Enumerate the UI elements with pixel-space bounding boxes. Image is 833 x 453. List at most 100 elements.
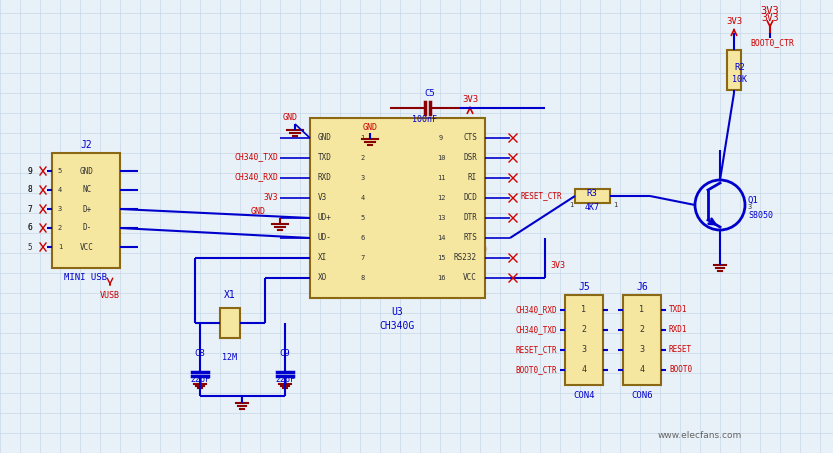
Text: 100nF: 100nF	[412, 116, 437, 125]
Text: UD-: UD-	[318, 233, 332, 242]
FancyBboxPatch shape	[310, 118, 485, 298]
Text: 3V3: 3V3	[761, 13, 779, 23]
Text: RESET_CTR: RESET_CTR	[521, 192, 562, 201]
Text: D+: D+	[82, 204, 92, 213]
Text: 16: 16	[437, 275, 446, 281]
Text: 3: 3	[581, 346, 586, 355]
Text: RESET: RESET	[669, 346, 692, 355]
Text: GND: GND	[282, 114, 297, 122]
Text: 3: 3	[361, 175, 365, 181]
Text: GND: GND	[318, 134, 332, 143]
Text: rationme: rationme	[350, 237, 490, 269]
Text: Q1: Q1	[748, 196, 759, 204]
Text: 8: 8	[361, 275, 365, 281]
Text: 8: 8	[27, 185, 32, 194]
Text: 1: 1	[613, 202, 617, 208]
FancyBboxPatch shape	[565, 295, 603, 385]
Text: 6: 6	[27, 223, 32, 232]
Text: 12: 12	[437, 195, 446, 201]
Text: 22pF: 22pF	[190, 376, 210, 385]
Text: RS232: RS232	[454, 254, 477, 262]
Text: 9: 9	[27, 167, 32, 175]
Text: 3V3: 3V3	[550, 261, 565, 270]
Text: CON4: CON4	[573, 390, 595, 400]
Text: C9: C9	[280, 348, 291, 357]
Text: MINI USB: MINI USB	[64, 274, 107, 283]
Text: RI: RI	[468, 173, 477, 183]
Text: DCD: DCD	[463, 193, 477, 202]
Text: 8: 8	[27, 185, 32, 194]
Text: CH340G: CH340G	[380, 321, 415, 331]
Text: 1: 1	[361, 135, 365, 141]
Text: 12M: 12M	[222, 353, 237, 362]
Text: 2: 2	[361, 155, 365, 161]
Text: XO: XO	[318, 274, 327, 283]
Text: GND: GND	[251, 207, 266, 217]
Text: 10: 10	[437, 155, 446, 161]
Text: 4: 4	[361, 195, 365, 201]
FancyBboxPatch shape	[575, 189, 610, 203]
Text: RESET_CTR: RESET_CTR	[516, 346, 557, 355]
Text: DTR: DTR	[463, 213, 477, 222]
Text: TXD1: TXD1	[669, 305, 687, 314]
Text: 3V3: 3V3	[263, 193, 278, 202]
Text: VCC: VCC	[80, 242, 94, 251]
Text: CH340_TXD: CH340_TXD	[234, 153, 278, 162]
Text: 3V3: 3V3	[462, 96, 478, 105]
Text: 1: 1	[640, 305, 645, 314]
Text: CON6: CON6	[631, 390, 653, 400]
Text: 11: 11	[437, 175, 446, 181]
Text: J5: J5	[578, 282, 590, 292]
Text: 4: 4	[640, 366, 645, 375]
Text: 7: 7	[27, 204, 32, 213]
Text: R3: R3	[586, 188, 597, 198]
Text: 13: 13	[437, 215, 446, 221]
Text: U3: U3	[392, 307, 403, 317]
Text: 1: 1	[581, 305, 586, 314]
Text: BOOT0_CTR: BOOT0_CTR	[750, 39, 794, 48]
Text: 3V3: 3V3	[761, 6, 780, 16]
Text: J2: J2	[80, 140, 92, 150]
Text: 3: 3	[748, 204, 752, 210]
Text: CH340_TXD: CH340_TXD	[516, 326, 557, 334]
Text: C5: C5	[425, 88, 436, 97]
Text: 5: 5	[27, 242, 32, 251]
Text: VCC: VCC	[463, 274, 477, 283]
Text: 9: 9	[439, 135, 443, 141]
Text: 4: 4	[581, 366, 586, 375]
Text: GND: GND	[80, 167, 94, 175]
Text: 4: 4	[57, 187, 62, 193]
Text: 2: 2	[581, 326, 586, 334]
Text: S8050: S8050	[748, 211, 773, 220]
Text: R2: R2	[735, 63, 746, 72]
Text: RTS: RTS	[463, 233, 477, 242]
Text: 14: 14	[437, 235, 446, 241]
Text: 3: 3	[57, 206, 62, 212]
Text: CTS: CTS	[463, 134, 477, 143]
Text: 2: 2	[57, 225, 62, 231]
Text: V3: V3	[318, 193, 327, 202]
Text: BOOT0_CTR: BOOT0_CTR	[516, 366, 557, 375]
Text: GND: GND	[362, 124, 377, 132]
Text: DSR: DSR	[463, 154, 477, 163]
FancyBboxPatch shape	[727, 50, 741, 90]
Text: D-: D-	[82, 223, 92, 232]
Text: XI: XI	[318, 254, 327, 262]
Text: NC: NC	[82, 185, 92, 194]
Text: 1: 1	[569, 202, 573, 208]
FancyBboxPatch shape	[52, 153, 120, 268]
Text: 22pF: 22pF	[275, 376, 295, 385]
Text: 7: 7	[27, 204, 32, 213]
Text: 7: 7	[361, 255, 365, 261]
Text: VUSB: VUSB	[100, 291, 120, 300]
Text: 3V3: 3V3	[726, 16, 742, 25]
Text: 5: 5	[57, 168, 62, 174]
Text: X1: X1	[224, 290, 236, 300]
Text: BOOT0: BOOT0	[669, 366, 692, 375]
Text: RXD: RXD	[318, 173, 332, 183]
Text: J6: J6	[636, 282, 648, 292]
Text: www.elecfans.com: www.elecfans.com	[658, 430, 742, 439]
Text: 15: 15	[437, 255, 446, 261]
Text: 5: 5	[361, 215, 365, 221]
Text: C8: C8	[195, 348, 206, 357]
